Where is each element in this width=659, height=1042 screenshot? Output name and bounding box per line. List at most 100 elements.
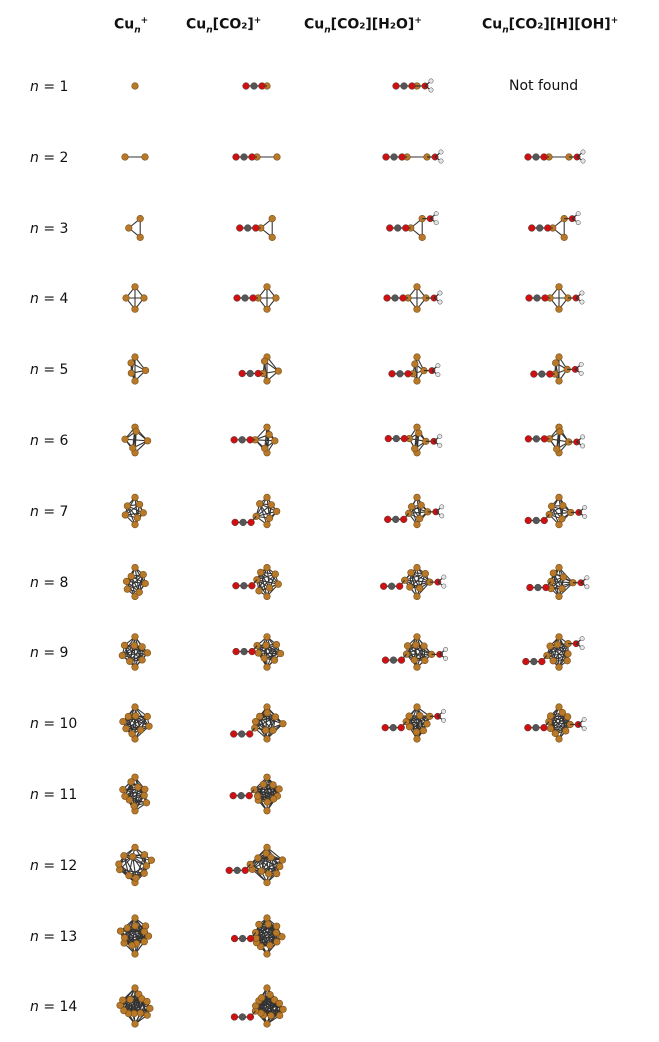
cu-atom [121,642,128,649]
cu-atom [132,354,139,361]
cluster-structure-icon [355,125,455,189]
cu-atom [134,514,141,521]
row-label-var: n [30,999,39,1015]
cu-atom [256,500,263,507]
cu-atom [120,786,127,793]
cu-atom [408,503,415,510]
o-atom [541,517,548,524]
cu-atom [273,642,280,649]
c-atom [388,582,395,589]
cu-atom [414,736,421,743]
cu-atom [132,564,139,571]
cu-atom [124,924,131,931]
o-atom [528,224,535,231]
o-atom [231,935,238,942]
cu-atom [121,934,128,941]
cu-atom [124,585,131,592]
cu-atom [142,580,149,587]
cu-atom [553,446,560,453]
cu-atom [137,1010,144,1017]
row-label-value: = 11 [39,787,77,803]
row-label-var: n [30,291,39,307]
o-atom [239,370,246,377]
o-atom [538,659,545,666]
h-atom [443,657,447,661]
row-label-value: = 13 [39,929,77,945]
row-label: n = 9 [30,645,68,661]
cu-atom [141,938,148,945]
cu-atom [424,721,431,728]
cu-atom [276,1013,283,1020]
row-label-var: n [30,645,39,661]
cu-atom [413,729,420,736]
cluster-structure-icon [85,762,185,826]
cu-atom [270,782,277,789]
c-atom [244,224,251,231]
cu-atom [559,585,566,592]
cluster-structure-icon [355,550,455,614]
cu-atom [133,428,140,435]
cu-atom [143,862,150,869]
o-atom [525,435,532,442]
cluster-structure-icon [205,125,305,189]
header-sup: + [611,16,619,26]
c-atom [239,436,246,443]
cu-atom [264,634,271,641]
cu-atom [565,651,572,658]
c-atom [535,584,542,591]
o-atom [524,724,531,731]
header-rest: [CO₂][H][OH] [509,17,611,33]
cu-atom [411,445,418,452]
cu-atom [412,642,419,649]
cu-atom [264,494,271,501]
o-atom [231,1014,238,1021]
c-atom [392,295,399,302]
cu-atom [267,942,274,949]
header-base: Cu [482,17,502,33]
cu-atom [132,634,139,641]
column-header-cu-co2: Cun[CO₂]+ [186,16,261,35]
cluster-structure-icon [85,550,185,614]
h-atom [439,150,443,154]
row-label: n = 8 [30,575,68,591]
row-label-value: = 14 [39,999,77,1015]
cu-atom [132,494,139,501]
cu-atom [122,512,129,519]
not-found-label: Not found [509,78,578,94]
cu-atom [143,799,150,806]
cu-atom [264,774,271,781]
cu-atom [415,430,422,437]
cu-atom [127,997,134,1004]
cu-atom [141,851,148,858]
cu-atom [116,861,123,868]
row-label: n = 10 [30,716,77,732]
column-header-cu-co2-h2o: Cun[CO₂][H₂O]+ [304,16,422,35]
cluster-structure-icon [205,337,305,401]
c-atom [239,1014,246,1021]
cu-atom [414,521,421,528]
cu-atom [264,424,271,431]
o-atom [248,519,255,526]
c-atom [251,83,258,90]
cu-atom [265,870,272,877]
row-label-var: n [30,433,39,449]
o-atom [384,516,391,523]
cluster-structure-icon [85,620,185,684]
h-atom [434,220,438,224]
cu-atom [132,985,139,992]
cu-atom [414,593,421,600]
cu-atom [261,445,268,452]
cu-atom [137,234,144,241]
cluster-structure-icon [205,974,305,1038]
cu-atom [142,153,149,160]
o-atom [542,295,549,302]
c-atom [530,659,537,666]
c-atom [393,435,400,442]
cu-atom [264,844,271,851]
cluster-structure-icon [85,266,185,330]
cluster-structure-icon [497,125,597,189]
o-atom [525,517,532,524]
cu-atom [420,727,427,734]
cu-atom [132,922,139,929]
h-atom [438,300,442,304]
